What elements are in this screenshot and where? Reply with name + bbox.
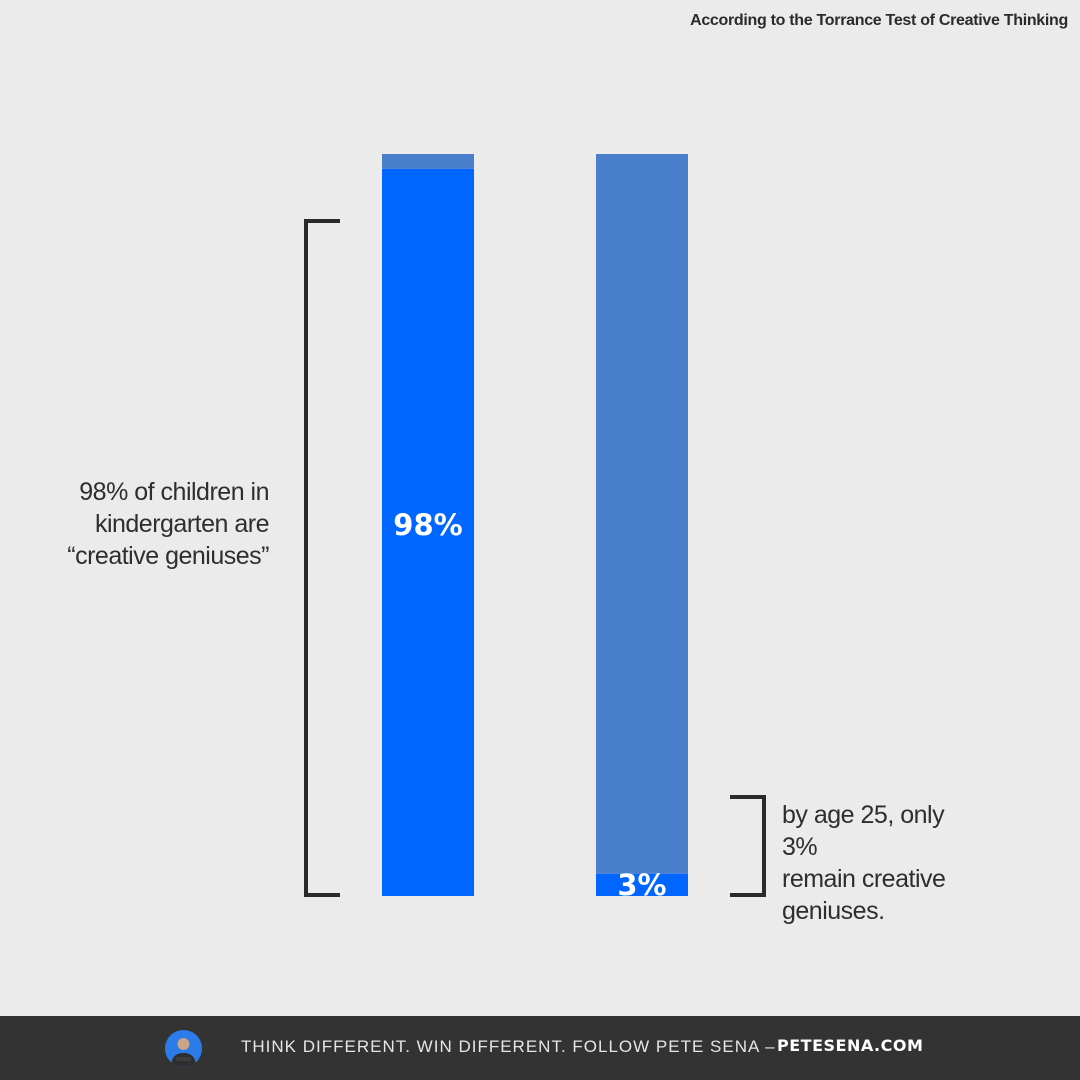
annotation-line: 98% of children in [79, 478, 269, 506]
annotation-line: kindergarten are [94, 510, 270, 538]
kindergarten-annotation: 98% of children in kindergarten are “cre… [40, 476, 269, 572]
bar-remainder-segment [382, 154, 474, 169]
person-avatar-icon [165, 1030, 202, 1067]
annotation-line: “creative geniuses” [67, 542, 269, 570]
bar-data-label: 3% [617, 868, 666, 902]
annotation-line: remain creative [782, 865, 946, 893]
bar-data-label: 98% [393, 508, 462, 542]
source-note: According to the Torrance Test of Creati… [690, 12, 1068, 29]
age-25-annotation: by age 25, only 3% remain creative geniu… [782, 799, 982, 927]
annotation-line: by age 25, only 3% [782, 801, 945, 861]
right-bracket [730, 795, 766, 897]
left-bracket [304, 219, 340, 897]
bar-highlight-segment [382, 168, 474, 897]
annotation-line: geniuses. [782, 897, 885, 925]
bar-highlight-segment [596, 873, 688, 896]
footer-tagline: THINK DIFFERENT. WIN DIFFERENT. FOLLOW P… [241, 1037, 776, 1056]
footer-bar: THINK DIFFERENT. WIN DIFFERENT. FOLLOW P… [0, 1016, 1080, 1080]
stacked-bar-chart: 98% 3% [304, 154, 766, 902]
website-link[interactable]: PETESENA.COM [777, 1036, 924, 1055]
bar-remainder-segment [596, 154, 688, 874]
